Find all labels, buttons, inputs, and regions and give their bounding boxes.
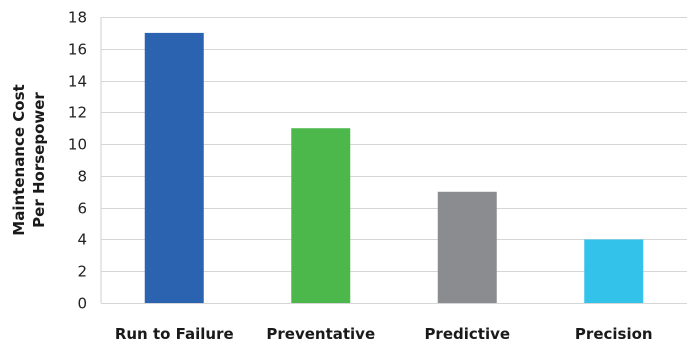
bars: [144, 32, 644, 304]
y-axis-label-line-2: Per Horsepower: [30, 92, 48, 228]
category-label: Preventative: [266, 325, 375, 343]
bar: [144, 32, 204, 304]
category-label: Run to Failure: [115, 325, 234, 343]
category-label: Precision: [575, 325, 653, 343]
y-tick-labels: 0 2 4 6 8 10 12 14 16 18: [68, 9, 87, 313]
y-tick-label: 12: [68, 104, 87, 122]
y-axis-label-line-1: Maintenance Cost: [10, 84, 28, 235]
bar: [291, 128, 351, 303]
y-tick-label: 4: [77, 231, 87, 249]
y-tick-label: 8: [77, 168, 87, 186]
y-tick-label: 16: [68, 41, 87, 59]
y-tick-label: 10: [68, 136, 87, 154]
bar: [437, 191, 497, 303]
category-labels: Run to Failure Preventative Predictive Prec…: [115, 325, 653, 343]
y-tick-label: 6: [77, 200, 87, 218]
bar: [584, 239, 644, 303]
category-label: Predictive: [424, 325, 510, 343]
y-tick-label: 2: [77, 263, 87, 281]
y-tick-label: 0: [77, 295, 87, 313]
y-tick-label: 14: [68, 73, 87, 91]
y-tick-label: 18: [68, 9, 87, 27]
